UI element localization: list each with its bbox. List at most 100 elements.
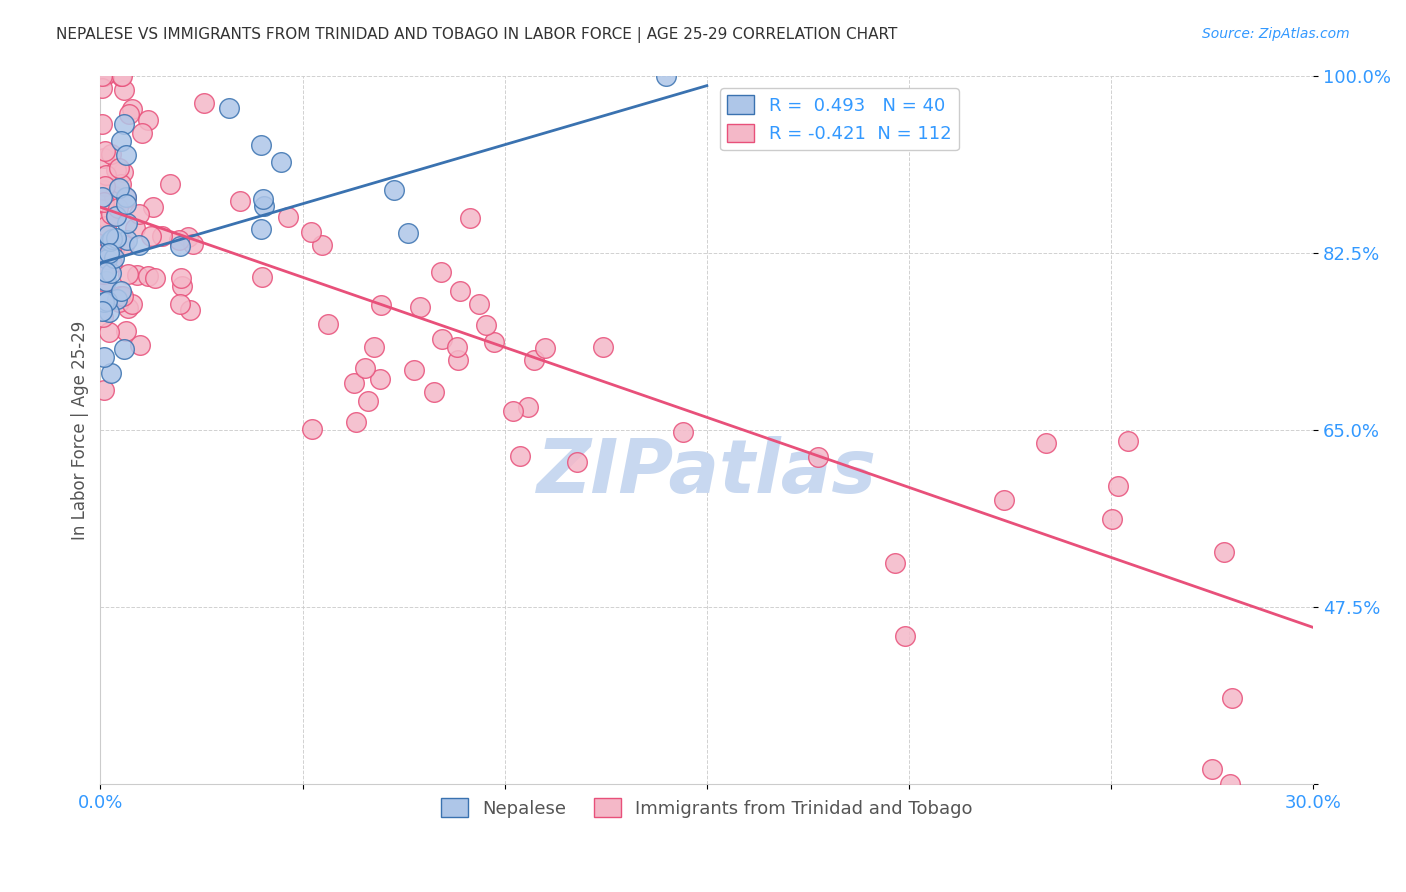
Point xyxy=(129,338,152,352)
Point xyxy=(169,234,191,248)
Point xyxy=(96,227,118,241)
Point xyxy=(127,268,149,282)
Point xyxy=(1219,777,1241,791)
Point xyxy=(128,207,150,221)
Point xyxy=(91,304,114,318)
Point xyxy=(136,268,159,283)
Point xyxy=(117,215,139,229)
Point xyxy=(884,556,907,570)
Point xyxy=(94,178,117,193)
Point xyxy=(97,227,120,242)
Point xyxy=(170,270,193,285)
Point xyxy=(110,177,132,191)
Point xyxy=(1212,545,1234,559)
Point xyxy=(301,422,323,436)
Point xyxy=(115,233,138,247)
Point xyxy=(252,199,274,213)
Point xyxy=(1201,762,1223,776)
Point xyxy=(316,317,339,331)
Point xyxy=(108,294,131,309)
Text: NEPALESE VS IMMIGRANTS FROM TRINIDAD AND TOBAGO IN LABOR FORCE | AGE 25-29 CORRE: NEPALESE VS IMMIGRANTS FROM TRINIDAD AND… xyxy=(56,27,897,43)
Point xyxy=(592,340,614,354)
Point xyxy=(250,269,273,284)
Point xyxy=(474,318,496,332)
Point xyxy=(124,221,146,235)
Point xyxy=(97,325,120,339)
Point xyxy=(112,83,135,97)
Point xyxy=(363,340,385,354)
Point xyxy=(93,151,115,165)
Point xyxy=(150,229,173,244)
Y-axis label: In Labor Force | Age 25-29: In Labor Force | Age 25-29 xyxy=(72,320,89,540)
Point xyxy=(94,274,117,288)
Point xyxy=(277,210,299,224)
Point xyxy=(93,69,115,83)
Point xyxy=(107,201,129,215)
Point xyxy=(117,301,139,315)
Point xyxy=(101,256,124,270)
Point xyxy=(354,361,377,376)
Point xyxy=(179,302,201,317)
Point xyxy=(115,197,138,211)
Point xyxy=(523,353,546,368)
Point xyxy=(93,194,115,209)
Text: ZIPatlas: ZIPatlas xyxy=(537,436,877,509)
Point xyxy=(1101,512,1123,526)
Point xyxy=(94,251,117,265)
Point xyxy=(344,415,367,429)
Point xyxy=(112,238,135,252)
Point xyxy=(356,394,378,409)
Point xyxy=(1222,691,1244,706)
Point xyxy=(169,297,191,311)
Point xyxy=(458,211,481,226)
Point xyxy=(100,366,122,380)
Point xyxy=(565,455,588,469)
Point xyxy=(111,69,134,83)
Point xyxy=(91,70,114,84)
Point xyxy=(534,341,557,355)
Point xyxy=(118,107,141,121)
Point xyxy=(94,144,117,158)
Point xyxy=(311,237,333,252)
Point xyxy=(100,244,122,258)
Point xyxy=(91,190,114,204)
Legend: Nepalese, Immigrants from Trinidad and Tobago: Nepalese, Immigrants from Trinidad and T… xyxy=(434,791,980,825)
Point xyxy=(112,342,135,356)
Point xyxy=(100,147,122,161)
Point xyxy=(370,298,392,312)
Point xyxy=(342,376,364,390)
Point xyxy=(94,168,117,182)
Point xyxy=(96,252,118,266)
Point xyxy=(93,183,115,197)
Text: Source: ZipAtlas.com: Source: ZipAtlas.com xyxy=(1202,27,1350,41)
Point xyxy=(402,362,425,376)
Point xyxy=(447,353,470,368)
Point xyxy=(516,401,538,415)
Point xyxy=(446,340,468,354)
Point xyxy=(103,242,125,256)
Point xyxy=(100,234,122,248)
Point xyxy=(100,266,122,280)
Point xyxy=(91,81,114,95)
Point xyxy=(169,239,191,253)
Point xyxy=(114,117,136,131)
Point xyxy=(94,265,117,279)
Point xyxy=(807,450,830,465)
Point xyxy=(172,279,194,293)
Point xyxy=(193,96,215,111)
Point xyxy=(93,267,115,281)
Point xyxy=(111,165,134,179)
Point xyxy=(655,69,678,83)
Point xyxy=(117,267,139,281)
Point xyxy=(121,102,143,116)
Point xyxy=(104,231,127,245)
Point xyxy=(159,177,181,191)
Point xyxy=(115,190,138,204)
Point xyxy=(94,276,117,290)
Point xyxy=(299,225,322,239)
Point xyxy=(894,629,917,643)
Point xyxy=(229,194,252,209)
Point xyxy=(105,292,128,306)
Point xyxy=(482,334,505,349)
Point xyxy=(93,69,115,83)
